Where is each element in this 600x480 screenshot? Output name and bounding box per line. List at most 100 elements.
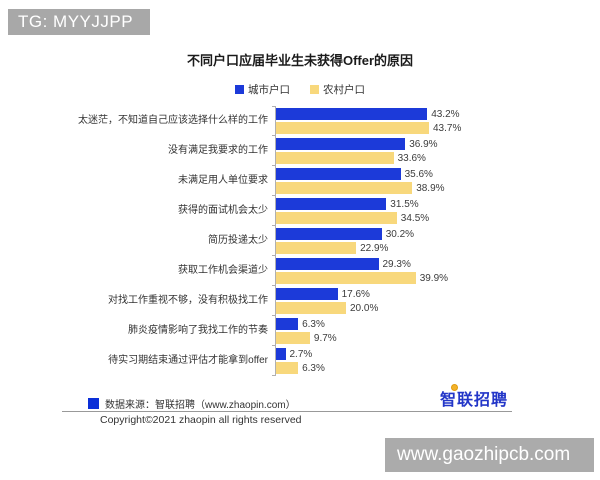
bar-line: 22.9% xyxy=(276,242,596,255)
bar-line: 35.6% xyxy=(276,168,596,181)
bar-urban xyxy=(276,318,299,330)
bar-line: 6.3% xyxy=(276,362,596,375)
legend-swatch-urban xyxy=(235,85,244,94)
legend-item-urban: 城市户口 xyxy=(235,82,290,97)
chart-title: 不同户口应届毕业生未获得Offer的原因 xyxy=(186,53,414,68)
category-label: 没有满足我要求的工作 xyxy=(168,145,268,156)
bar-value: 38.9% xyxy=(416,182,445,194)
chart-row: 简历投递太少 30.2% 22.9% xyxy=(10,226,596,256)
bar-value: 39.9% xyxy=(419,272,449,284)
footer-divider xyxy=(62,411,512,412)
category-label: 太迷茫，不知道自己应该选择什么样的工作 xyxy=(78,115,268,126)
bar-line: 6.3% xyxy=(276,318,596,331)
zhaopin-logo: 智联招聘 xyxy=(440,384,509,410)
chart-row: 未满足用人单位要求 35.6% 38.9% xyxy=(10,166,596,196)
bar-urban xyxy=(276,348,286,360)
bar-rural xyxy=(276,242,357,254)
legend-label-urban: 城市户口 xyxy=(248,84,290,96)
bar-line: 20.0% xyxy=(276,302,596,315)
chart-row: 获得的面试机会太少 31.5% 34.5% xyxy=(10,196,596,226)
tg-watermark-badge: TG: MYYJJPP xyxy=(8,9,150,35)
site-watermark-badge: www.gaozhipcb.com xyxy=(385,438,594,472)
bar-value: 17.6% xyxy=(341,288,370,300)
category-bars: 31.5% 34.5% xyxy=(272,196,596,226)
bar-line: 34.5% xyxy=(276,212,596,225)
legend-label-rural: 农村户口 xyxy=(323,84,365,96)
legend-item-rural: 农村户口 xyxy=(310,82,365,97)
chart-row: 获取工作机会渠道少 29.3% 39.9% xyxy=(10,256,596,286)
category-bars: 29.3% 39.9% xyxy=(272,256,596,286)
bar-urban xyxy=(276,168,401,180)
category-bars: 35.6% 38.9% xyxy=(272,166,596,196)
bar-line: 36.9% xyxy=(276,138,596,151)
bar-urban xyxy=(276,258,379,270)
bar-value: 43.7% xyxy=(433,122,462,134)
logo-text: 智联招聘 xyxy=(440,392,509,409)
bar-rural xyxy=(276,332,310,344)
chart-row: 太迷茫，不知道自己应该选择什么样的工作 43.2% 43.7% xyxy=(10,106,596,136)
category-label: 肺炎疫情影响了我找工作的节奏 xyxy=(128,325,268,336)
bar-value: 29.3% xyxy=(382,258,411,270)
bar-line: 9.7% xyxy=(276,332,596,345)
bar-value: 36.9% xyxy=(409,138,438,150)
legend-swatch-rural xyxy=(310,85,319,94)
bar-rural xyxy=(276,152,394,164)
bar-value: 31.5% xyxy=(390,198,419,210)
data-source-text: 数据来源：智联招聘（www.zhaopin.com） xyxy=(105,400,296,411)
bar-line: 17.6% xyxy=(276,288,596,301)
bar-rural xyxy=(276,272,416,284)
category-label: 获取工作机会渠道少 xyxy=(178,265,268,276)
chart-row: 没有满足我要求的工作 36.9% 33.6% xyxy=(10,136,596,166)
category-label: 未满足用人单位要求 xyxy=(178,175,268,186)
bar-line: 2.7% xyxy=(276,348,596,361)
category-bars: 6.3% 9.7% xyxy=(272,316,596,346)
bar-line: 30.2% xyxy=(276,228,596,241)
bar-rural xyxy=(276,122,429,134)
bar-value: 34.5% xyxy=(400,212,430,224)
bar-line: 43.2% xyxy=(276,108,596,121)
bar-value: 33.6% xyxy=(397,152,426,164)
bar-value: 20.0% xyxy=(350,302,379,314)
bar-rural xyxy=(276,362,299,374)
bar-rural xyxy=(276,212,397,224)
bar-urban xyxy=(276,288,338,300)
bar-line: 39.9% xyxy=(276,272,596,285)
bar-urban xyxy=(276,198,387,210)
bar-value: 30.2% xyxy=(385,228,415,240)
data-source-row: 数据来源：智联招聘（www.zhaopin.com） xyxy=(88,396,296,411)
bar-line: 38.9% xyxy=(276,182,596,195)
bar-value: 6.3% xyxy=(302,318,325,330)
bar-line: 31.5% xyxy=(276,198,596,211)
bar-value: 6.3% xyxy=(302,362,325,374)
category-bars: 17.6% 20.0% xyxy=(272,286,596,316)
chart-row: 待实习期结束通过评估才能拿到offer 2.7% 6.3% xyxy=(10,346,596,376)
category-label: 待实习期结束通过评估才能拿到offer xyxy=(108,355,268,366)
chart-legend: 城市户口 农村户口 xyxy=(0,82,600,97)
bar-urban xyxy=(276,108,428,120)
bar-urban xyxy=(276,138,406,150)
copyright-text: Copyright©2021 zhaopin all rights reserv… xyxy=(100,414,302,426)
bar-value: 22.9% xyxy=(360,242,389,254)
category-bars: 30.2% 22.9% xyxy=(272,226,596,256)
category-label: 简历投递太少 xyxy=(208,235,268,246)
category-label: 对找工作重视不够，没有积极找工作 xyxy=(108,295,268,306)
bar-value: 9.7% xyxy=(313,332,337,344)
bar-value: 43.2% xyxy=(431,108,460,120)
category-label: 获得的面试机会太少 xyxy=(178,205,268,216)
bar-rural xyxy=(276,182,413,194)
chart-row: 对找工作重视不够，没有积极找工作 17.6% 20.0% xyxy=(10,286,596,316)
category-bars: 2.7% 6.3% xyxy=(272,346,596,376)
bar-line: 43.7% xyxy=(276,122,596,135)
bar-line: 33.6% xyxy=(276,152,596,165)
source-bullet-icon xyxy=(88,398,99,409)
bar-urban xyxy=(276,228,382,240)
chart-row: 肺炎疫情影响了我找工作的节奏 6.3% 9.7% xyxy=(10,316,596,346)
category-bars: 43.2% 43.7% xyxy=(272,106,596,136)
logo-dot-icon xyxy=(451,384,458,391)
bar-line: 29.3% xyxy=(276,258,596,271)
category-bars: 36.9% 33.6% xyxy=(272,136,596,166)
bar-value: 35.6% xyxy=(404,168,433,180)
bar-chart: 太迷茫，不知道自己应该选择什么样的工作 43.2% 43.7% 没有满足我要求的工作 3… xyxy=(10,106,596,376)
bar-rural xyxy=(276,302,346,314)
bar-value: 2.7% xyxy=(289,348,313,360)
